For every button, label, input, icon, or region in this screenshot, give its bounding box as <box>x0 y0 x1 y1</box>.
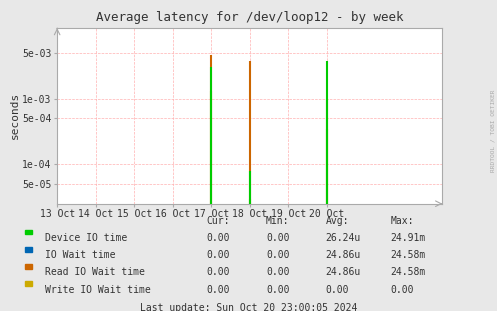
Text: 26.24u: 26.24u <box>326 233 361 243</box>
Text: 24.58m: 24.58m <box>390 267 425 277</box>
Text: Cur:: Cur: <box>206 216 230 226</box>
Text: 24.91m: 24.91m <box>390 233 425 243</box>
Text: 0.00: 0.00 <box>206 233 230 243</box>
Text: 0.00: 0.00 <box>206 267 230 277</box>
Title: Average latency for /dev/loop12 - by week: Average latency for /dev/loop12 - by wee… <box>96 11 404 24</box>
Text: 24.58m: 24.58m <box>390 250 425 260</box>
Text: RRDTOOL / TOBI OETIKER: RRDTOOL / TOBI OETIKER <box>491 89 496 172</box>
Text: 0.00: 0.00 <box>206 285 230 295</box>
Text: 0.00: 0.00 <box>266 267 289 277</box>
Text: Min:: Min: <box>266 216 289 226</box>
Text: 0.00: 0.00 <box>266 233 289 243</box>
Text: 0.00: 0.00 <box>326 285 349 295</box>
Text: 0.00: 0.00 <box>390 285 414 295</box>
Text: 0.00: 0.00 <box>266 285 289 295</box>
Text: Avg:: Avg: <box>326 216 349 226</box>
Text: Max:: Max: <box>390 216 414 226</box>
Text: Device IO time: Device IO time <box>45 233 127 243</box>
Text: 0.00: 0.00 <box>206 250 230 260</box>
Text: 0.00: 0.00 <box>266 250 289 260</box>
Text: IO Wait time: IO Wait time <box>45 250 115 260</box>
Y-axis label: seconds: seconds <box>9 92 19 139</box>
Text: Write IO Wait time: Write IO Wait time <box>45 285 151 295</box>
Text: Last update: Sun Oct 20 23:00:05 2024: Last update: Sun Oct 20 23:00:05 2024 <box>140 304 357 311</box>
Text: Read IO Wait time: Read IO Wait time <box>45 267 145 277</box>
Text: 24.86u: 24.86u <box>326 250 361 260</box>
Text: 24.86u: 24.86u <box>326 267 361 277</box>
